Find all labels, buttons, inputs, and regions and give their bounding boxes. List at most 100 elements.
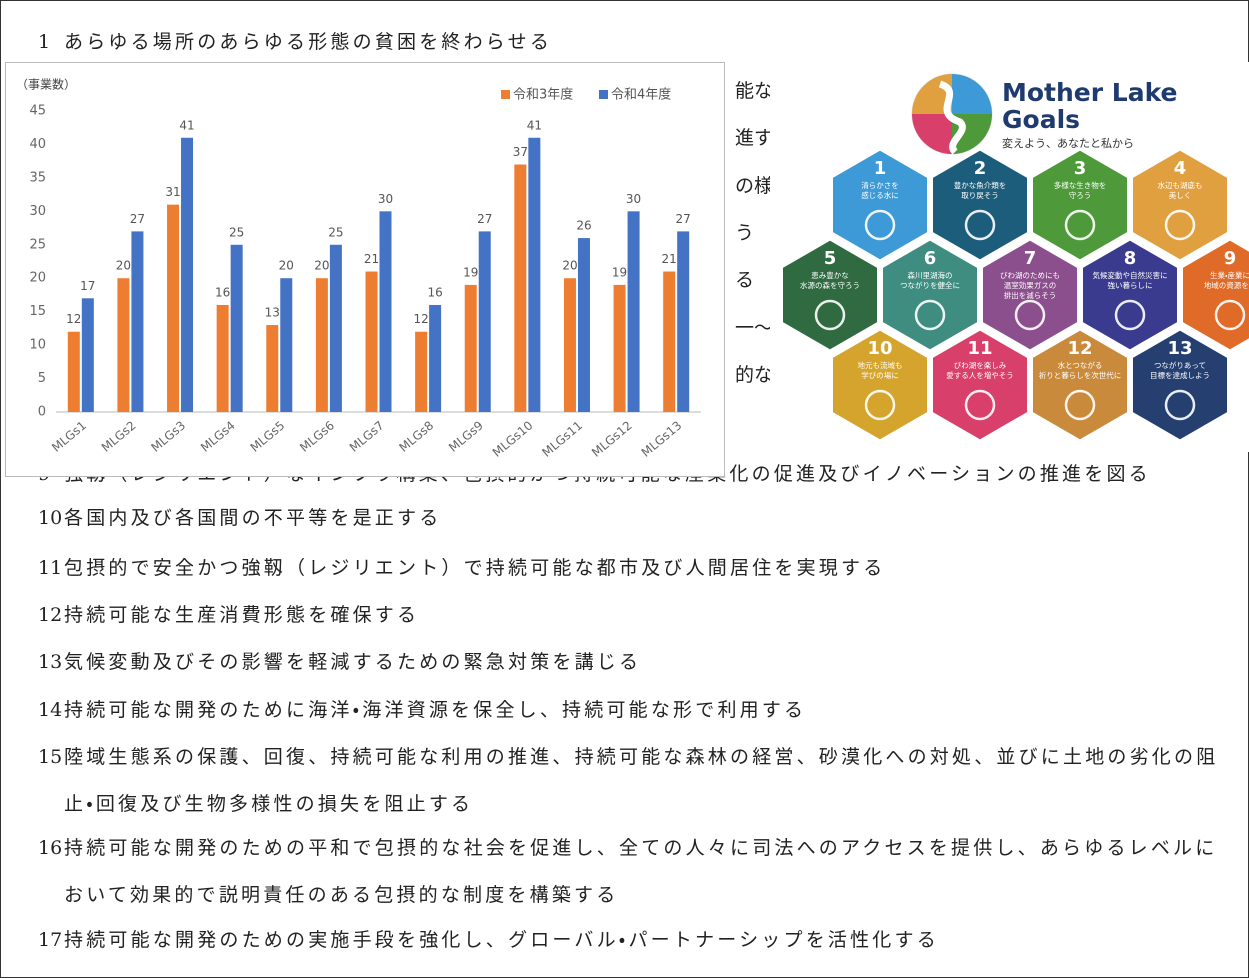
x-tick-label: MLGs9 [446,418,486,455]
list-item: 12持続可能な生産消費形態を確保する [38,592,1238,639]
bar [578,238,590,412]
data-label: 30 [378,192,393,206]
logo-title: Goals [1002,105,1080,134]
item-text: 持続可能な開発のために海洋・海洋資源を保全し、持続可能な形で利用する [64,699,806,721]
goal-label: 水とつながる [1058,360,1103,370]
goal-label: 祈りと暮らしを次世代に [1039,370,1122,380]
bar [415,332,427,412]
data-label: 12 [66,312,81,326]
globe-icon [912,74,992,154]
goal-hexagon: 2豊かな魚介類を取り戻そう [932,149,1029,261]
goal-label: 美しく [1169,190,1192,200]
bar [628,211,640,412]
bar [266,325,278,412]
goal-label: 強い暮らしに [1108,280,1153,290]
bar [564,278,576,412]
y-tick-label: 15 [29,304,46,319]
bar [380,211,392,412]
list-item: 15陸域生態系の保護、回復、持続可能な利用の推進、持続可能な森林の経営、砂漠化へ… [38,734,1238,828]
bar [231,245,243,412]
item-text: 持続可能な開発のための平和で包摂的な社会を促進し、全ての人々に司法へのアクセスを… [64,837,1217,906]
goal-number: 13 [1167,338,1192,359]
data-label: 20 [562,259,577,273]
item-number: 16 [38,825,64,872]
bar [330,245,342,412]
goal-label: 森川里湖海の [908,270,953,280]
item-text: あらゆる場所のあらゆる形態の貧困を終わらせる [64,31,552,53]
y-tick-label: 30 [29,204,46,219]
bar [131,231,143,412]
item-text: 各国内及び各国間の不平等を是正する [64,507,441,529]
y-tick-label: 45 [29,104,46,119]
item-number: 11 [38,545,64,592]
goal-label: 水源の森を守ろう [800,280,860,290]
data-label: 37 [513,145,528,159]
data-label: 31 [165,185,180,199]
goal-number: 1 [874,158,887,179]
y-tick-label: 25 [29,237,46,252]
data-label: 19 [463,265,478,279]
goal-number: 12 [1067,338,1092,359]
item-text: 持続可能な生産消費形態を確保する [64,604,419,626]
goal-number: 10 [867,338,892,359]
item-text: 持続可能な開発のための実施手段を強化し、グローバル・パートナーシップを活性化する [64,929,939,951]
data-label: 20 [279,259,294,273]
bar [280,278,292,412]
text-fragment: の様 [735,171,773,198]
data-label: 27 [477,212,492,226]
data-label: 20 [314,259,329,273]
data-label: 16 [427,285,442,299]
goal-label: 取り戻そう [961,191,999,200]
goal-number: 5 [824,248,837,269]
data-label: 16 [215,285,230,299]
bar [82,298,94,412]
goal-label: 清らかさを [861,180,899,190]
data-label: 19 [612,265,627,279]
goal-label: 多様な生き物を [1054,180,1107,190]
goal-label: 温室効果ガスの [1004,280,1057,290]
data-label: 17 [80,279,95,293]
bar [366,272,378,412]
bar [663,272,675,412]
goal-label: 水辺も湖底も [1158,180,1203,190]
bar [429,305,441,412]
data-label: 13 [265,306,280,320]
goal-label: つながりを健全に [900,280,960,290]
bar [181,138,193,412]
text-fragment: 進す [735,123,773,150]
item-text: 包摂的で安全かつ強靱（レジリエント）で持続可能な都市及び人間居住を実現する [64,557,885,579]
goal-number: 3 [1074,158,1087,179]
item-number: 10 [38,495,64,542]
logo-subtitle: 変えよう、あなたと私から [1002,137,1134,150]
goal-label: 愛する人を増やそう [946,370,1014,380]
bar [677,231,689,412]
goal-label: つながりあって [1154,360,1206,370]
text-fragment: 一〜 [735,313,773,340]
list-item: 13気候変動及びその影響を軽減するための緊急対策を講じる [38,639,1238,686]
y-axis-label: （事業数） [16,77,76,92]
x-tick-label: MLGs11 [539,418,585,459]
goal-label: 学びの場に [861,370,899,380]
text-fragment: 能な [735,76,773,103]
x-tick-label: MLGs2 [99,418,139,455]
legend-swatch [501,90,510,99]
data-label: 25 [328,225,343,239]
x-tick-label: MLGs1 [49,418,89,455]
goal-hexagon: 12水とつながる祈りと暮らしを次世代に [1032,329,1129,441]
data-label: 12 [413,312,428,326]
bar [68,332,80,412]
x-tick-label: MLGs8 [396,418,436,455]
x-tick-label: MLGs3 [148,418,188,455]
x-tick-label: MLGs7 [347,418,387,455]
text-fragment: う [735,218,754,245]
list-item: 14持続可能な開発のために海洋・海洋資源を保全し、持続可能な形で利用する [38,687,1238,734]
data-label: 30 [626,192,641,206]
goal-hexagon: 7びわ湖のためにも温室効果ガスの排出を減らそう [982,239,1079,351]
data-label: 26 [576,219,591,233]
item-number: 13 [38,639,64,686]
goal-label: 地元も流域も [858,360,903,370]
data-label: 25 [229,225,244,239]
